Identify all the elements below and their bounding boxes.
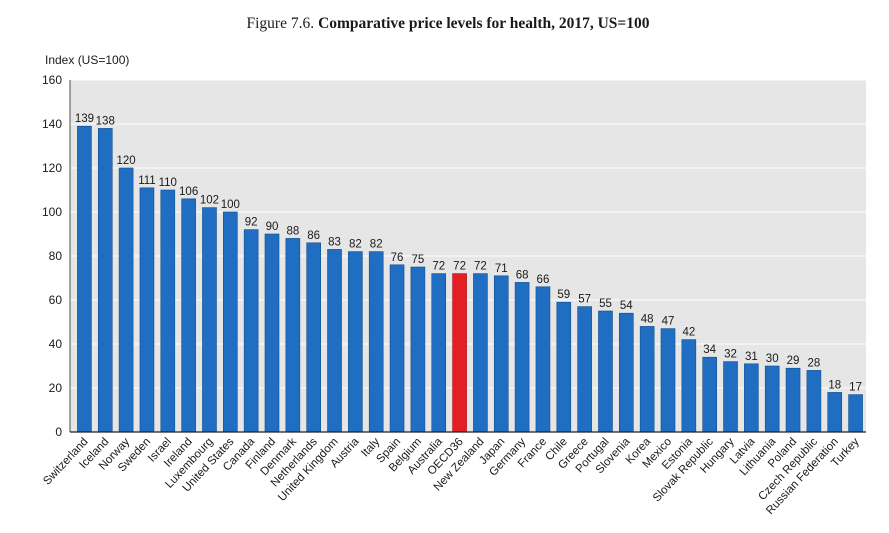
y-axis-label: Index (US=100) bbox=[45, 53, 129, 67]
bar-united-states bbox=[223, 211, 238, 433]
value-label-germany: 68 bbox=[516, 269, 529, 281]
chart-title-text: Comparative price levels for health, 201… bbox=[318, 15, 650, 32]
value-label-netherlands: 86 bbox=[307, 230, 320, 242]
value-label-slovak-republic: 34 bbox=[703, 344, 716, 356]
value-label-denmark: 88 bbox=[286, 225, 299, 237]
bar-norway bbox=[118, 167, 134, 433]
y-tick-label-20: 20 bbox=[49, 381, 63, 395]
bar-slovak-republic bbox=[702, 356, 717, 433]
bar-hungary bbox=[723, 361, 738, 433]
bar-poland bbox=[785, 367, 801, 433]
bar-iceland bbox=[97, 128, 113, 433]
bar-switzerland bbox=[77, 125, 92, 433]
value-label-estonia: 42 bbox=[682, 327, 695, 339]
bar-united-kingdom bbox=[327, 249, 342, 433]
y-tick-label-160: 160 bbox=[42, 73, 62, 87]
value-label-austria: 82 bbox=[349, 239, 362, 251]
value-label-poland: 29 bbox=[787, 355, 800, 367]
value-label-chile: 59 bbox=[557, 289, 570, 301]
bar-latvia bbox=[744, 363, 759, 433]
value-label-japan: 71 bbox=[495, 263, 508, 275]
bar-turkey bbox=[848, 394, 863, 433]
y-tick-label-40: 40 bbox=[49, 337, 63, 351]
bar-israel bbox=[160, 189, 176, 433]
bar-australia bbox=[431, 273, 447, 433]
bar-czech-republic bbox=[806, 370, 822, 433]
chart-title: Figure 7.6. Comparative price levels for … bbox=[246, 15, 649, 32]
bar-belgium bbox=[410, 266, 426, 433]
value-label-italy: 82 bbox=[370, 239, 383, 251]
value-label-norway: 120 bbox=[117, 155, 136, 167]
y-tick-label-120: 120 bbox=[42, 161, 62, 175]
bar-austria bbox=[348, 251, 363, 433]
bar-italy bbox=[368, 251, 384, 433]
y-tick-label-80: 80 bbox=[49, 249, 63, 263]
value-label-lithuania: 30 bbox=[766, 353, 779, 365]
value-label-czech-republic: 28 bbox=[807, 357, 820, 369]
value-label-switzerland: 139 bbox=[75, 113, 94, 125]
bar-denmark bbox=[285, 238, 301, 433]
bar-japan bbox=[493, 275, 509, 433]
value-label-spain: 76 bbox=[391, 252, 404, 264]
value-label-australia: 72 bbox=[432, 261, 445, 273]
figure-number: Figure 7.6. bbox=[246, 15, 314, 32]
value-label-luxembourg: 102 bbox=[200, 195, 219, 207]
value-label-latvia: 31 bbox=[745, 351, 758, 363]
bars bbox=[77, 125, 863, 433]
value-label-hungary: 32 bbox=[724, 349, 737, 361]
value-label-oecd36: 72 bbox=[453, 261, 466, 273]
bar-russian-federation bbox=[827, 392, 843, 433]
bar-new-zealand bbox=[473, 273, 488, 433]
value-label-turkey: 17 bbox=[849, 382, 862, 394]
value-label-korea: 48 bbox=[641, 313, 654, 325]
y-tick-label-60: 60 bbox=[49, 293, 63, 307]
bar-korea bbox=[639, 326, 655, 433]
y-tick-label-140: 140 bbox=[42, 117, 62, 131]
value-label-israel: 110 bbox=[159, 177, 177, 189]
bar-lithuania bbox=[764, 365, 780, 433]
value-label-united-kingdom: 83 bbox=[328, 236, 341, 248]
value-label-new-zealand: 72 bbox=[474, 261, 487, 273]
bar-ireland bbox=[181, 198, 196, 433]
y-tick-label-100: 100 bbox=[42, 205, 62, 219]
value-label-belgium: 75 bbox=[411, 254, 424, 266]
x-axis-tick-labels: SwitzerlandIcelandNorwaySwedenIsraelIrel… bbox=[41, 435, 862, 517]
value-label-russian-federation: 18 bbox=[828, 379, 841, 391]
bar-finland bbox=[264, 233, 280, 433]
bar-greece bbox=[577, 306, 592, 433]
value-label-canada: 92 bbox=[245, 217, 258, 229]
bar-sweden bbox=[139, 187, 155, 433]
value-label-portugal: 55 bbox=[599, 298, 612, 310]
bar-spain bbox=[389, 264, 405, 433]
bar-portugal bbox=[598, 310, 613, 433]
bar-mexico bbox=[660, 328, 676, 433]
value-label-finland: 90 bbox=[266, 221, 279, 233]
bar-luxembourg bbox=[202, 207, 217, 433]
value-label-france: 66 bbox=[537, 274, 550, 286]
y-tick-label-0: 0 bbox=[55, 425, 62, 439]
y-axis-tick-labels: 0 20 40 60 80 100 120 140 160 bbox=[42, 73, 62, 439]
bar-slovenia bbox=[619, 312, 634, 433]
value-label-united-states: 100 bbox=[221, 199, 240, 211]
bar-france bbox=[535, 286, 551, 433]
value-label-slovenia: 54 bbox=[620, 300, 633, 312]
bar-chile bbox=[556, 301, 572, 433]
value-label-greece: 57 bbox=[578, 294, 591, 306]
bar-germany bbox=[514, 282, 530, 433]
bar-oecd36 bbox=[452, 273, 467, 433]
bar-estonia bbox=[681, 339, 697, 433]
value-label-ireland: 106 bbox=[179, 186, 198, 198]
bar-netherlands bbox=[306, 242, 321, 433]
bar-canada bbox=[243, 229, 259, 433]
value-label-sweden: 111 bbox=[138, 175, 155, 187]
value-label-iceland: 138 bbox=[96, 115, 115, 127]
value-label-mexico: 47 bbox=[662, 316, 675, 328]
